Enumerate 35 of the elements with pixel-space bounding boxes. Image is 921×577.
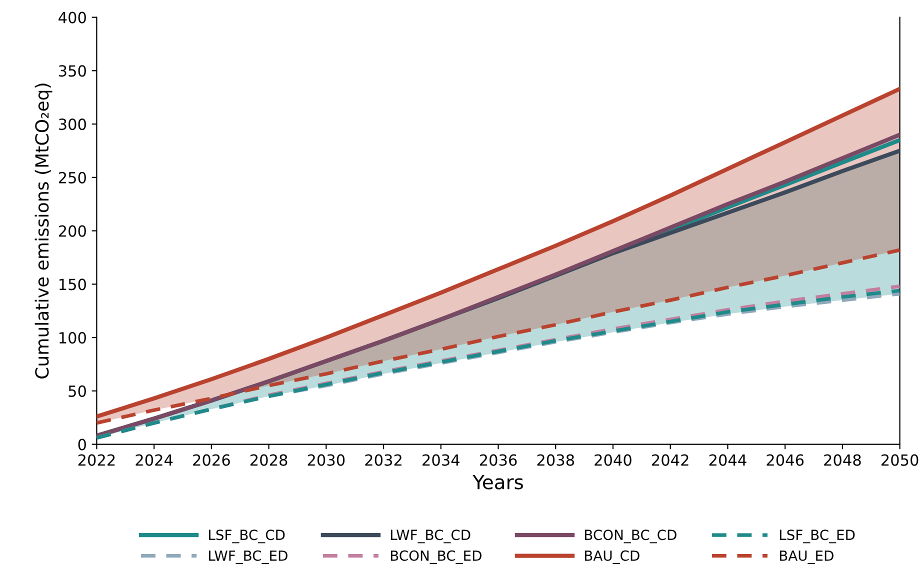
x-tick-label: 2044 bbox=[709, 454, 746, 466]
y-tick-label: 250 bbox=[58, 172, 86, 184]
legend-label: LSF_BC_ED bbox=[780, 530, 855, 544]
x-tick-label: 2032 bbox=[365, 454, 402, 466]
x-tick-label: 2026 bbox=[193, 454, 230, 466]
legend-label: BAU_ED bbox=[780, 550, 834, 564]
x-tick-label: 2040 bbox=[594, 454, 632, 466]
x-tick-label: 2046 bbox=[766, 454, 804, 466]
legend-label: LWF_BC_ED bbox=[209, 550, 288, 564]
y-axis-title: Cumulative emissions (MtCO₂eq) bbox=[34, 84, 52, 378]
legend-label: LWF_BC_CD bbox=[390, 530, 470, 544]
x-tick-label: 2048 bbox=[824, 454, 861, 466]
y-tick-label: 400 bbox=[58, 12, 86, 24]
legend-label: BCON_BC_ED bbox=[390, 550, 482, 564]
x-tick-label: 2034 bbox=[422, 454, 460, 466]
legend-label: LSF_BC_CD bbox=[209, 530, 285, 544]
line-series bbox=[96, 248, 900, 425]
x-tick-label: 2030 bbox=[308, 454, 345, 466]
x-tick-label: 2024 bbox=[136, 454, 173, 466]
x-tick-label: 2050 bbox=[881, 454, 918, 466]
x-tick-label: 2028 bbox=[250, 454, 288, 466]
legend-label: BCON_BC_CD bbox=[585, 530, 676, 544]
y-tick-label: 0 bbox=[78, 438, 86, 450]
y-tick-label: 100 bbox=[60, 332, 86, 344]
y-tick-label: 150 bbox=[60, 278, 86, 290]
legend-label: BAU_CD bbox=[585, 550, 640, 564]
y-tick-label: 200 bbox=[58, 225, 86, 237]
y-tick-label: 50 bbox=[68, 385, 86, 397]
x-axis-title: Years bbox=[472, 474, 523, 490]
x-tick-label: 2042 bbox=[652, 454, 688, 466]
x-tick-label: 2038 bbox=[537, 454, 574, 466]
x-tick-label: 2022 bbox=[78, 454, 115, 466]
y-tick-label: 300 bbox=[58, 118, 86, 130]
y-tick-label: 350 bbox=[58, 65, 86, 77]
x-tick-label: 2036 bbox=[480, 454, 517, 466]
